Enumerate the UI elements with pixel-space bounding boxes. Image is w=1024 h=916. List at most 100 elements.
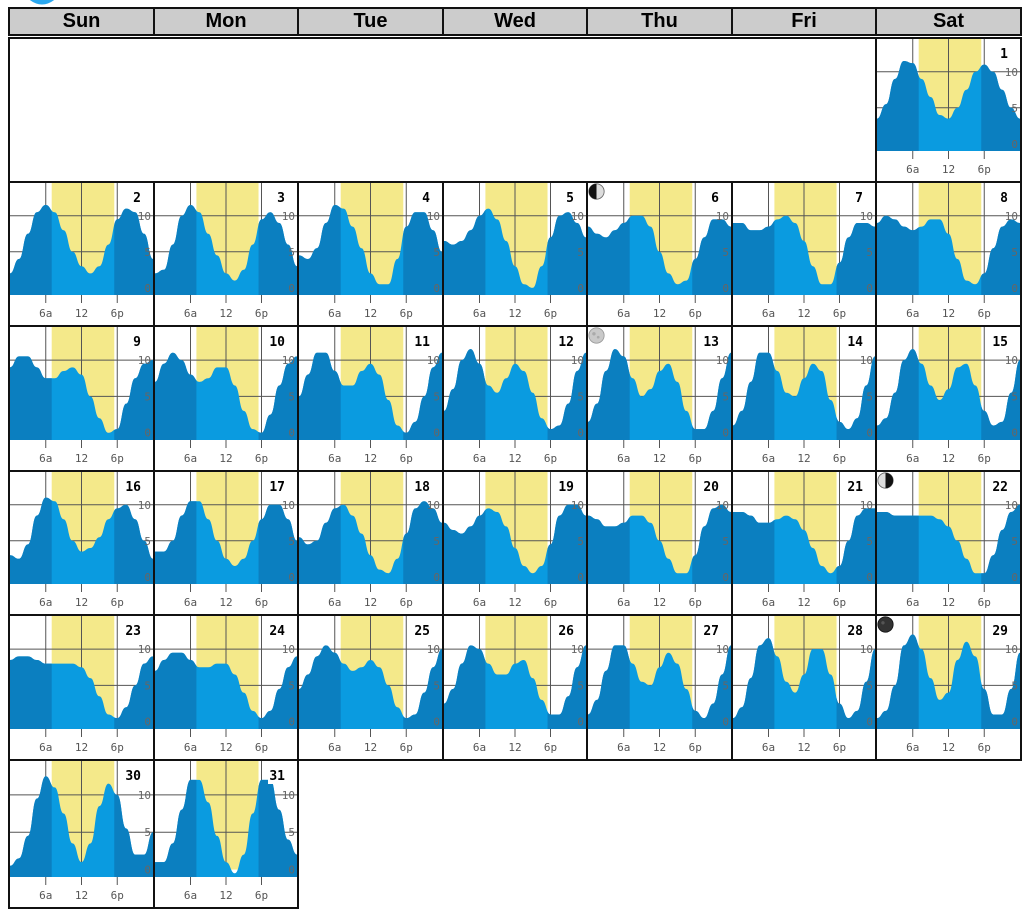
y-tick-label: 10	[571, 499, 584, 512]
day-cell-7[interactable]: 10 5 0 6a 12 6p 7	[731, 181, 877, 327]
y-tick-label: 0	[866, 427, 873, 440]
x-tick-label: 6p	[833, 741, 846, 754]
x-tick-label: 12	[364, 307, 377, 320]
night-band-morning	[155, 652, 197, 730]
day-cell-20[interactable]: 10 5 0 6a 12 6p 20	[586, 470, 733, 616]
day-cell-22[interactable]: 10 5 0 6a 12 6p 22	[875, 470, 1022, 616]
x-tick-label: 12	[508, 741, 521, 754]
day-cell-24[interactable]: 10 5 0 6a 12 6p 24	[153, 614, 299, 761]
y-tick-label: 10	[282, 789, 295, 802]
day-cell-9[interactable]: 10 5 0 6a 12 6p 9	[8, 325, 155, 472]
y-tick-label: 5	[577, 535, 584, 548]
y-tick-label: 0	[577, 282, 584, 295]
day-cell-27[interactable]: 10 5 0 6a 12 6p 27	[586, 614, 733, 761]
tide-chart-5: 10 5 0 6a 12 6p	[444, 183, 586, 320]
x-tick-label: 6a	[184, 307, 197, 320]
day-cell-2[interactable]: 10 5 0 6a 12 6p 2	[8, 181, 155, 327]
y-tick-label: 10	[282, 210, 295, 223]
day-cell-10[interactable]: 10 5 0 6a 12 6p 10	[153, 325, 299, 472]
night-band-morning	[877, 634, 919, 729]
x-tick-label: 6p	[255, 452, 268, 465]
x-tick-label: 12	[75, 741, 88, 754]
day-number: 16	[124, 480, 142, 495]
x-tick-label: 6p	[400, 596, 413, 609]
y-tick-label: 5	[866, 535, 873, 548]
tide-chart-3: 10 5 0 6a 12 6p	[155, 183, 297, 320]
y-tick-label: 10	[138, 210, 151, 223]
day-cell-28[interactable]: 10 5 0 6a 12 6p 28	[731, 614, 877, 761]
day-cell-17[interactable]: 10 5 0 6a 12 6p 17	[153, 470, 299, 616]
y-tick-label: 0	[722, 571, 729, 584]
x-tick-label: 12	[942, 741, 955, 754]
x-tick-label: 12	[942, 163, 955, 176]
x-tick-label: 6a	[328, 452, 341, 465]
y-tick-label: 5	[144, 246, 151, 259]
x-tick-label: 6a	[39, 741, 52, 754]
day-cell-1[interactable]: 10 5 0 6a 12 6p 1	[875, 37, 1022, 183]
day-cell-29[interactable]: 10 5 0 6a 12 6p 29	[875, 614, 1022, 761]
tide-chart-30: 10 5 0 6a 12 6p	[10, 761, 153, 902]
x-tick-label: 6p	[689, 307, 702, 320]
day-cell-14[interactable]: 10 5 0 6a 12 6p 14	[731, 325, 877, 472]
x-tick-label: 6p	[689, 741, 702, 754]
empty-leading-cells	[8, 37, 877, 183]
day-number: 19	[557, 480, 575, 495]
day-number: 20	[702, 480, 720, 495]
day-cell-15[interactable]: 10 5 0 6a 12 6p 15	[875, 325, 1022, 472]
x-tick-label: 6p	[255, 596, 268, 609]
day-cell-16[interactable]: 10 5 0 6a 12 6p 16	[8, 470, 155, 616]
x-tick-label: 12	[653, 741, 666, 754]
y-tick-label: 10	[860, 643, 873, 656]
y-tick-label: 0	[288, 427, 295, 440]
x-tick-label: 6p	[833, 307, 846, 320]
day-cell-12[interactable]: 10 5 0 6a 12 6p 12	[442, 325, 588, 472]
x-tick-label: 6p	[111, 596, 124, 609]
x-tick-label: 12	[219, 741, 232, 754]
tide-chart-17: 10 5 0 6a 12 6p	[155, 472, 297, 609]
day-cell-6[interactable]: 10 5 0 6a 12 6p 6	[586, 181, 733, 327]
night-band-morning	[10, 656, 52, 730]
y-tick-label: 5	[433, 246, 440, 259]
day-cell-13[interactable]: 10 5 0 6a 12 6p 13	[586, 325, 733, 472]
x-tick-label: 6a	[906, 163, 919, 176]
day-number: 26	[557, 624, 575, 639]
day-number: 27	[702, 624, 720, 639]
y-tick-label: 0	[144, 282, 151, 295]
x-tick-label: 12	[508, 452, 521, 465]
day-cell-26[interactable]: 10 5 0 6a 12 6p 26	[442, 614, 588, 761]
day-cell-25[interactable]: 10 5 0 6a 12 6p 25	[297, 614, 444, 761]
day-cell-19[interactable]: 10 5 0 6a 12 6p 19	[442, 470, 588, 616]
day-cell-8[interactable]: 10 5 0 6a 12 6p 8	[875, 181, 1022, 327]
tide-chart-23: 10 5 0 6a 12 6p	[10, 616, 153, 754]
tide-chart-7: 10 5 0 6a 12 6p	[733, 183, 875, 320]
y-tick-label: 5	[577, 246, 584, 259]
day-cell-30[interactable]: 10 5 0 6a 12 6p 30	[8, 759, 155, 909]
tide-chart-2: 10 5 0 6a 12 6p	[10, 183, 153, 320]
day-number: 29	[991, 624, 1009, 639]
day-cell-21[interactable]: 10 5 0 6a 12 6p 21	[731, 470, 877, 616]
tide-chart-6: 10 5 0 6a 12 6p	[588, 183, 731, 320]
day-cell-23[interactable]: 10 5 0 6a 12 6p 23	[8, 614, 155, 761]
y-tick-label: 10	[427, 210, 440, 223]
x-tick-label: 6p	[544, 596, 557, 609]
day-cell-4[interactable]: 10 5 0 6a 12 6p 4	[297, 181, 444, 327]
day-cell-18[interactable]: 10 5 0 6a 12 6p 18	[297, 470, 444, 616]
tide-chart-10: 10 5 0 6a 12 6p	[155, 327, 297, 465]
day-cell-3[interactable]: 10 5 0 6a 12 6p 3	[153, 181, 299, 327]
x-tick-label: 6a	[184, 452, 197, 465]
day-number: 4	[421, 191, 431, 206]
x-tick-label: 6p	[689, 452, 702, 465]
x-tick-label: 12	[797, 452, 810, 465]
x-tick-label: 6p	[111, 452, 124, 465]
y-tick-label: 5	[288, 679, 295, 692]
y-tick-label: 0	[433, 282, 440, 295]
y-tick-label: 0	[288, 282, 295, 295]
day-cell-11[interactable]: 10 5 0 6a 12 6p 11	[297, 325, 444, 472]
tide-chart-21: 10 5 0 6a 12 6p	[733, 472, 875, 609]
y-tick-label: 10	[1005, 499, 1018, 512]
day-cell-5[interactable]: 10 5 0 6a 12 6p 5	[442, 181, 588, 327]
x-tick-label: 6p	[255, 889, 268, 902]
y-tick-label: 0	[1011, 716, 1018, 729]
x-tick-label: 6p	[111, 889, 124, 902]
day-cell-31[interactable]: 10 5 0 6a 12 6p 31	[153, 759, 299, 909]
